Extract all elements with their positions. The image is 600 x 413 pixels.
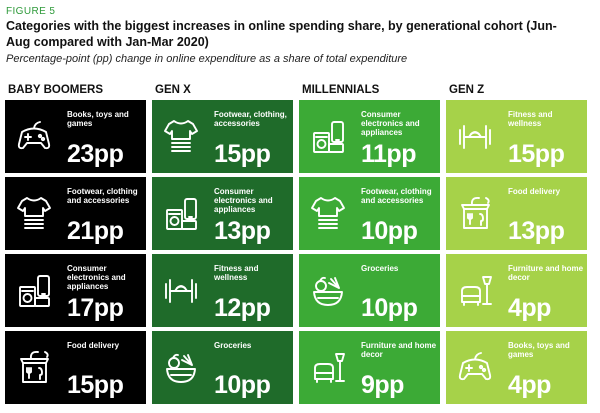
category-label: Fitness and wellness [214,264,259,283]
category-label: Consumer electronics and appliances [361,110,420,138]
category-value: 21pp [67,217,124,245]
gamepad-icon [12,114,56,158]
category-value: 13pp [508,217,565,245]
tshirt-icon [306,191,350,235]
category-cell: Footwear, clothing and accessories 10pp [299,177,440,250]
category-value: 12pp [214,294,271,322]
chart-title: Categories with the biggest increases in… [6,19,557,49]
category-cell: Fitness and wellness 12pp [152,254,293,327]
category-label: Groceries [214,341,252,350]
category-cell: Consumer electronics and appliances 17pp [5,254,146,327]
category-value: 10pp [361,294,418,322]
category-cell: Books, toys and games 4pp [446,331,587,404]
electronics-icon [12,268,56,312]
cohort-header-gen-x: GEN X [155,84,191,96]
furniture-icon [306,345,350,389]
category-value: 11pp [361,140,416,168]
category-value: 4pp [508,371,551,399]
food-delivery-icon [453,191,497,235]
groceries-icon [306,268,350,312]
category-cell: Food delivery 13pp [446,177,587,250]
category-cell: Food delivery 15pp [5,331,146,404]
groceries-icon [159,345,203,389]
category-value: 10pp [214,371,271,399]
electronics-icon [306,114,350,158]
category-label: Furniture and home decor [508,264,584,283]
category-value: 15pp [67,371,124,399]
category-label: Footwear, clothing and accessories [361,187,432,206]
category-value: 4pp [508,294,551,322]
category-label: Consumer electronics and appliances [67,264,126,292]
category-value: 10pp [361,217,418,245]
cohort-header-baby-boomers: BABY BOOMERS [8,84,103,96]
food-delivery-icon [12,345,56,389]
category-cell: Footwear, clothing and accessories 21pp [5,177,146,250]
category-cell: Groceries 10pp [299,254,440,327]
category-label: Food delivery [67,341,120,350]
category-value: 15pp [214,140,271,168]
cohort-header-millennials: MILLENNIALS [302,84,380,96]
category-value: 9pp [361,371,404,399]
cohort-header-gen-z: GEN Z [449,84,485,96]
category-label: Food delivery [508,187,561,196]
category-cell: Footwear, clothing, accessories 15pp [152,100,293,173]
gamepad-icon [453,345,497,389]
category-label: Footwear, clothing, accessories [214,110,287,129]
category-cell: Fitness and wellness 15pp [446,100,587,173]
figure-label: FIGURE 5 [6,6,56,17]
category-label: Consumer electronics and appliances [214,187,273,215]
category-grid: Books, toys and games 23pp Footwear, cloth… [5,100,590,410]
category-label: Books, toys and games [67,110,129,129]
chart-subtitle: Percentage-point (pp) change in online e… [6,53,408,65]
tshirt-icon [12,191,56,235]
category-cell: Consumer electronics and appliances 13pp [152,177,293,250]
furniture-icon [453,268,497,312]
tshirt-icon [159,114,203,158]
category-cell: Furniture and home decor 9pp [299,331,440,404]
electronics-icon [159,191,203,235]
dumbbell-icon [159,268,203,312]
category-label: Books, toys and games [508,341,570,360]
category-cell: Furniture and home decor 4pp [446,254,587,327]
category-label: Footwear, clothing and accessories [67,187,138,206]
category-value: 15pp [508,140,565,168]
category-cell: Consumer electronics and appliances 11pp [299,100,440,173]
category-label: Fitness and wellness [508,110,553,129]
dumbbell-icon [453,114,497,158]
category-label: Furniture and home decor [361,341,437,360]
category-cell: Groceries 10pp [152,331,293,404]
category-value: 17pp [67,294,124,322]
category-value: 13pp [214,217,271,245]
category-cell: Books, toys and games 23pp [5,100,146,173]
category-value: 23pp [67,140,124,168]
category-label: Groceries [361,264,399,273]
